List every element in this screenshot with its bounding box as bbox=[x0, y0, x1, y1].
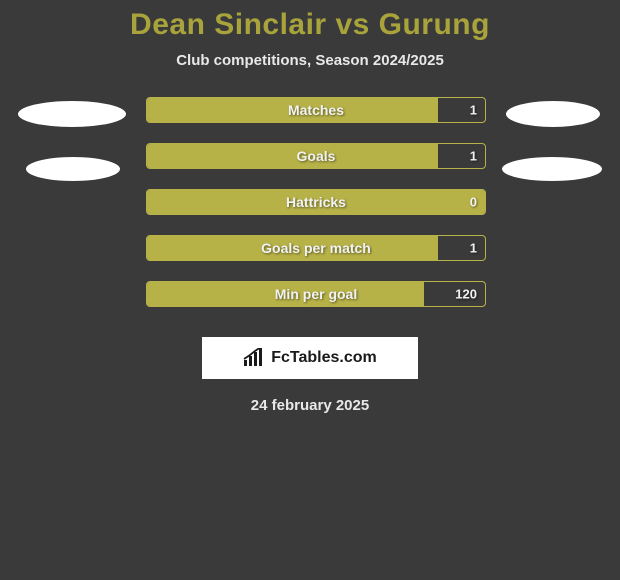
bar-value: 0 bbox=[470, 195, 477, 210]
bar-value: 1 bbox=[470, 103, 477, 118]
stat-bar: Min per goal 120 bbox=[146, 281, 486, 307]
avatar-col-right bbox=[506, 97, 602, 181]
avatar-col-left bbox=[18, 97, 126, 181]
stat-bars: Matches 1 Goals 1 Hattricks 0 Goals per match 1… bbox=[146, 97, 486, 307]
avatar-placeholder bbox=[502, 157, 602, 181]
brand-logo: FcTables.com bbox=[202, 337, 418, 379]
stat-bar: Goals per match 1 bbox=[146, 235, 486, 261]
bar-label: Matches bbox=[288, 102, 344, 118]
stat-bar: Goals 1 bbox=[146, 143, 486, 169]
bar-value: 120 bbox=[455, 287, 477, 302]
bar-value: 1 bbox=[470, 149, 477, 164]
bar-label: Goals bbox=[297, 148, 336, 164]
page-title: Dean Sinclair vs Gurung bbox=[0, 8, 620, 42]
subtitle: Club competitions, Season 2024/2025 bbox=[0, 52, 620, 69]
avatar-placeholder bbox=[18, 101, 126, 127]
bar-empty bbox=[438, 144, 485, 168]
bar-value: 1 bbox=[470, 241, 477, 256]
stats-area: Matches 1 Goals 1 Hattricks 0 Goals per match 1… bbox=[0, 97, 620, 307]
bar-label: Min per goal bbox=[275, 286, 357, 302]
comparison-card: Dean Sinclair vs Gurung Club competition… bbox=[0, 0, 620, 414]
stat-bar: Matches 1 bbox=[146, 97, 486, 123]
bar-empty bbox=[438, 98, 485, 122]
bar-label: Hattricks bbox=[286, 194, 346, 210]
bar-empty bbox=[438, 236, 485, 260]
chart-icon bbox=[243, 348, 265, 368]
brand-text: FcTables.com bbox=[271, 349, 377, 367]
bar-label: Goals per match bbox=[261, 240, 371, 256]
date-line: 24 february 2025 bbox=[0, 397, 620, 414]
avatar-placeholder bbox=[506, 101, 600, 127]
stat-bar: Hattricks 0 bbox=[146, 189, 486, 215]
bar-fill bbox=[147, 144, 438, 168]
avatar-placeholder bbox=[26, 157, 120, 181]
